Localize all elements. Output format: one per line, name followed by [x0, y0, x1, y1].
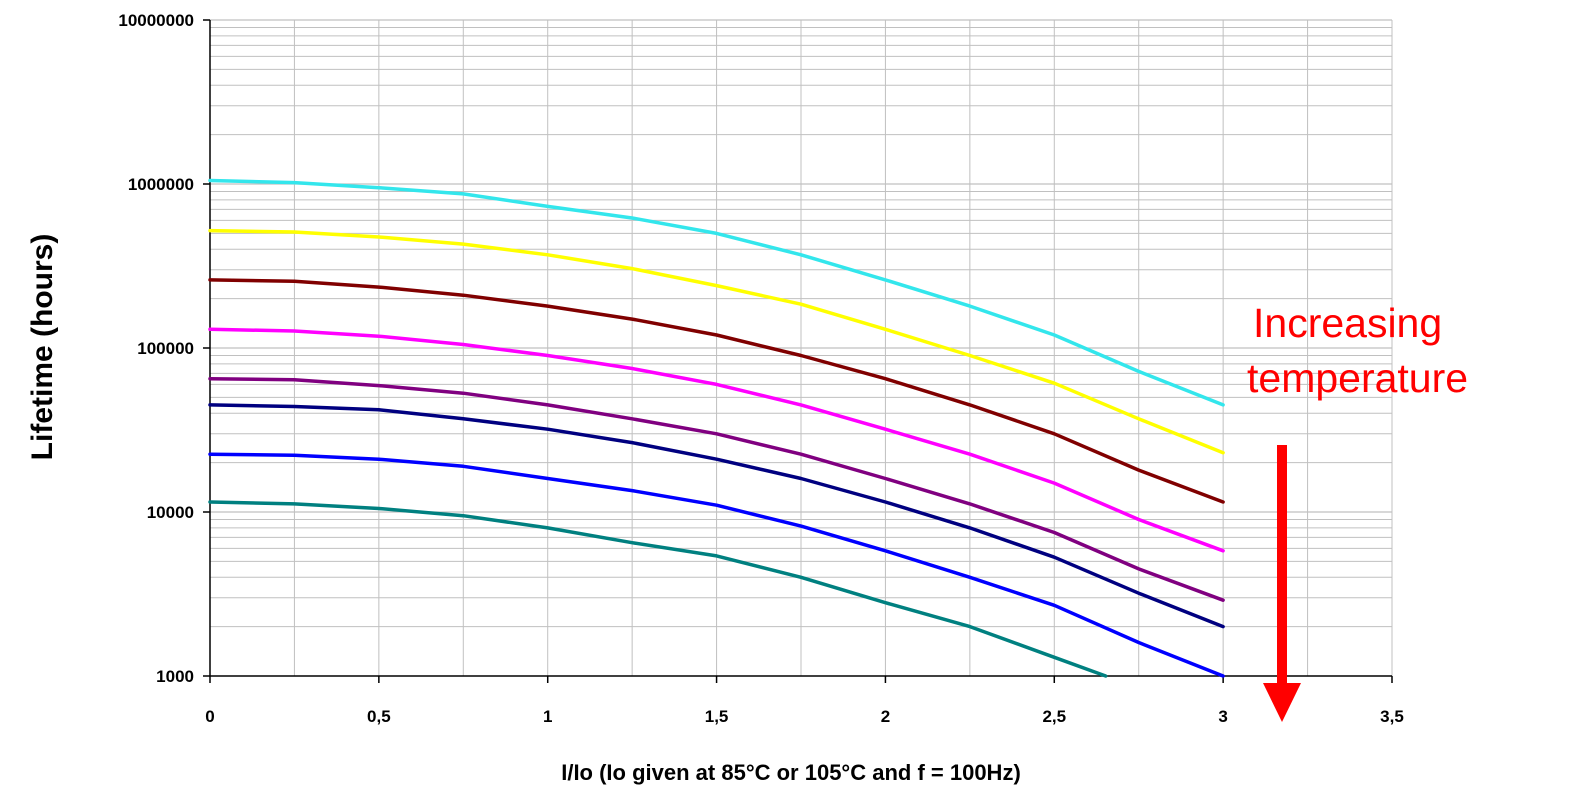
series-line-2 [208, 228, 1225, 455]
annotation-line-2: temperature [1247, 355, 1468, 401]
annotation-line-1: Increasing [1253, 300, 1442, 346]
x-tick-label: 1 [543, 707, 552, 726]
series-line-5 [208, 376, 1225, 602]
x-tick-label: 2 [881, 707, 890, 726]
axes [203, 19, 1393, 683]
grid [210, 19, 1393, 676]
tick-labels: 1000 10000 100000 1000000 10000000 0 0,5 1 1,5 2 2… [118, 11, 1403, 726]
series-line-6 [208, 403, 1225, 629]
y-tick-label: 10000000 [118, 11, 194, 30]
x-tick-label: 2,5 [1042, 707, 1066, 726]
series-line-3 [208, 278, 1225, 504]
series-line-8 [208, 500, 1108, 678]
annotation-arrow [1263, 445, 1301, 722]
x-tick-label: 0,5 [367, 707, 391, 726]
x-tick-label: 3,5 [1380, 707, 1404, 726]
series-line-1 [208, 178, 1225, 407]
y-tick-label: 1000000 [128, 175, 194, 194]
y-tick-label: 100000 [137, 339, 194, 358]
x-tick-label: 1,5 [705, 707, 729, 726]
series-line-4 [208, 327, 1225, 553]
y-tick-label: 10000 [147, 503, 194, 522]
x-axis-title: I/Io (Io given at 85°C or 105°C and f = … [561, 760, 1021, 785]
annotation-text: Increasing temperature [1247, 300, 1468, 401]
x-tick-label: 3 [1218, 707, 1227, 726]
x-tick-label: 0 [205, 707, 214, 726]
y-tick-label: 1000 [156, 667, 194, 686]
y-axis-title: Lifetime (hours) [26, 234, 59, 461]
annotation-arrow-head [1263, 683, 1301, 722]
series-lines [208, 178, 1225, 678]
annotation-arrow-shaft [1277, 445, 1287, 685]
series-line-7 [208, 452, 1225, 678]
